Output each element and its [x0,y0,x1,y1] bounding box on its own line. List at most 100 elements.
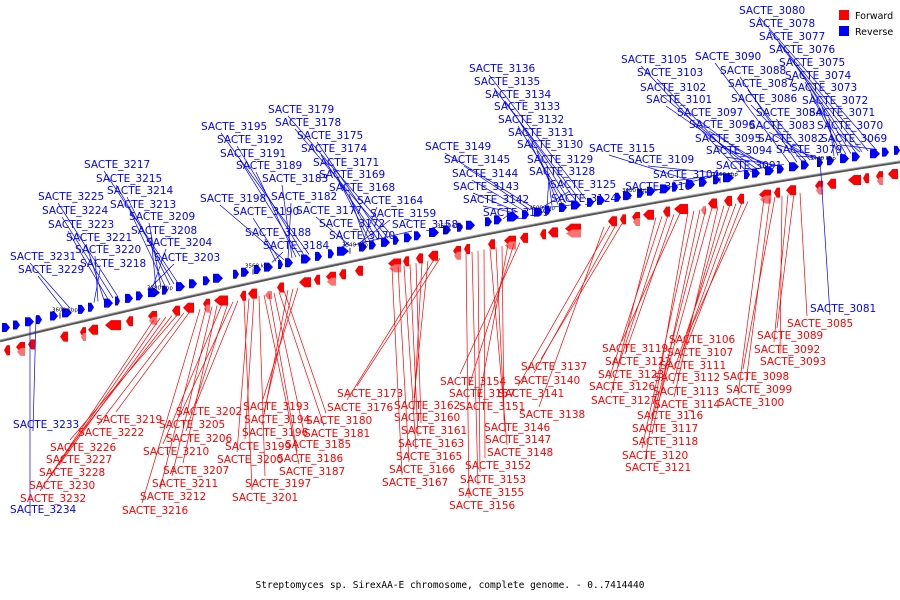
leader-line [32,316,37,432]
gene-label-sacte-3148: SACTE_3148 [487,248,553,459]
leader-line [58,316,167,466]
gene-label-sacte-3080: SACTE_3080 [739,5,877,150]
gene-label-sacte-3153: SACTE_3153 [460,250,526,486]
forward-strand-gene [816,186,823,195]
gene-label-sacte-3114: SACTE_3114 [654,206,721,411]
gene-label-sacte-3170: SACTE_3170 [329,230,395,248]
gene-label-text: SACTE_3178 [275,117,341,129]
forward-strand-gene [760,195,771,204]
gene-label-sacte-3103: SACTE_3103 [637,67,747,172]
gene-label-text: SACTE_3101 [646,94,712,106]
leader-line [608,154,691,181]
reverse-strand-gene [233,269,239,279]
gene-label-text: SACTE_3226 [50,442,117,454]
gene-label-text: SACTE_3113 [653,386,719,398]
gene-label-text: SACTE_3194 [244,414,311,426]
reverse-strand-gene [62,308,72,318]
gene-label-text: SACTE_3115 [589,143,655,155]
reverse-strand-gene [328,249,334,259]
leader-line [278,291,325,427]
gene-label-sacte-3151: SACTE_3151 [459,244,525,413]
gene-label-text: SACTE_3227 [46,454,112,466]
gene-label-text: SACTE_3087 [728,78,794,90]
gene-label-text: SACTE_3168 [329,182,395,194]
leader-line [840,144,878,150]
forward-strand-gene [416,253,423,264]
gene-label-sacte-3075: SACTE_3075 [779,57,852,154]
axis-tick-label: 3500 kbp [529,205,555,211]
reverse-strand-gene [744,170,750,180]
axis-highlight [0,160,900,341]
gene-label-text: SACTE_3170 [329,230,395,242]
leader-line [29,262,71,309]
gene-label-text: SACTE_3084 [756,107,823,119]
reverse-strand-gene [125,293,133,303]
gene-label-text: SACTE_3182 [271,191,337,203]
reverse-strand-gene [369,240,376,250]
gene-label-text: SACTE_3165 [396,451,462,463]
gene-label-sacte-3076: SACTE_3076 [769,44,857,153]
gene-label-text: SACTE_3175 [297,130,363,142]
gene-label-text: SACTE_3216 [122,505,189,517]
gene-label-sacte-3128: SACTE_3128 [529,166,595,207]
gene-label-text: SACTE_3203 [154,252,220,264]
leader-line [281,184,293,259]
forward-strand-gene [737,193,744,204]
reverse-strand-gene [615,192,621,202]
gene-label-sacte-3146: SACTE_3146 [484,246,551,434]
gene-label-text: SACTE_3097 [677,107,743,119]
reverse-strand-gene [660,184,670,194]
gene-label-sacte-3201: SACTE_3201 [232,299,298,504]
leader-line [185,302,229,432]
gene-label-text: SACTE_3155 [458,487,524,499]
gene-label-sacte-3119: SACTE_3119 [602,213,681,355]
leader-line [821,106,839,156]
gene-label-sacte-3081: SACTE_3081 [810,158,876,316]
gene-label-text: SACTE_3189 [236,160,302,172]
forward-strand-gene [28,339,35,350]
leader-line [624,214,675,355]
legend-swatch-reverse [839,26,849,36]
gene-label-sacte-3099: SACTE_3099 [726,197,792,396]
gene-label-text: SACTE_3214 [107,185,174,197]
reverse-strand-gene [672,182,678,192]
gene-label-sacte-3143: SACTE_3143 [453,181,519,213]
reverse-strand-gene [88,302,94,312]
forward-strand-gene [633,218,640,226]
leader-line [758,16,877,150]
reverse-strand-gene [852,152,860,162]
gene-label-sacte-3152: SACTE_3152 [465,249,531,472]
gene-label-sacte-3141: SACTE_3141 [498,225,611,400]
leader-line [126,196,171,286]
gene-label-text: SACTE_3138 [519,409,585,421]
leader-line [348,193,367,243]
gene-label-sacte-3233: SACTE_3233 [13,316,79,432]
gene-label-text: SACTE_3144 [452,168,519,180]
gene-label-sacte-3212: SACTE_3212 [140,307,207,503]
reverse-strand-gene [381,237,390,247]
gene-label-text: SACTE_3091 [716,160,782,172]
gene-label-text: SACTE_3116 [637,410,704,422]
leader-line [737,198,765,396]
gene-label-text: SACTE_3209 [129,211,195,223]
gene-label-sacte-3109: SACTE_3109 [628,154,728,175]
reverse-strand-gene [13,320,20,330]
forward-strand-gene [674,204,688,214]
gene-label-text: SACTE_3221 [66,232,132,244]
gene-label-sacte-3166: SACTE_3166 [389,266,456,476]
leader-line [252,217,281,261]
leader-line [488,74,587,200]
gene-label-text: SACTE_3073 [791,82,857,94]
gene-label-text: SACTE_3123 [598,369,664,381]
gene-label-text: SACTE_3172 [319,218,385,230]
gene-label-sacte-3086: SACTE_3086 [731,93,807,162]
reverse-strand-gene [840,154,849,164]
leader-line [97,312,185,426]
genome-axis [0,159,900,344]
gene-label-sacte-3144: SACTE_3144 [452,168,525,212]
forward-strand-gene [620,214,626,225]
leader-line [357,219,391,245]
gene-label-text: SACTE_3110 [625,181,691,193]
gene-label-sacte-3120: SACTE_3120 [622,210,695,462]
gene-label-text: SACTE_3088 [720,65,786,77]
